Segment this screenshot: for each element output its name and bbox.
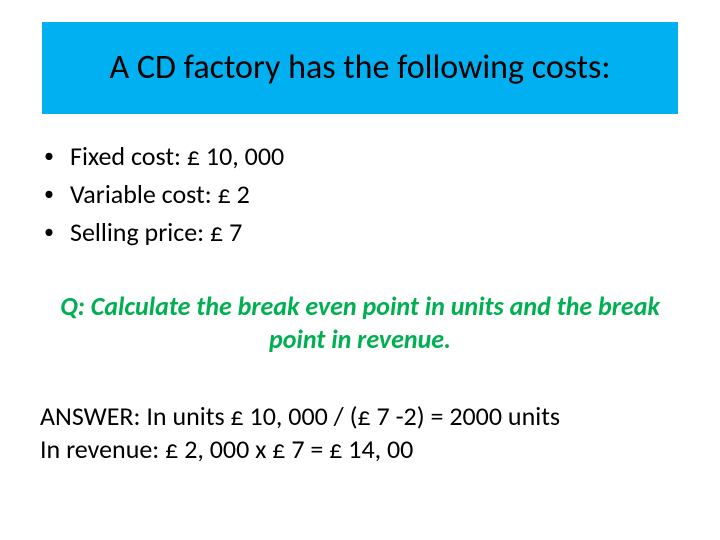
- list-item: • Fixed cost: £ 10, 000: [40, 140, 680, 172]
- list-item: • Variable cost: £ 2: [40, 178, 680, 210]
- question-text: Q: Calculate the break even point in uni…: [40, 290, 680, 355]
- title-band: A CD factory has the following costs:: [42, 22, 678, 114]
- bullet-list: • Fixed cost: £ 10, 000 • Variable cost:…: [40, 140, 680, 254]
- bullet-icon: •: [40, 216, 70, 248]
- slide: A CD factory has the following costs: • …: [0, 0, 720, 540]
- list-item: • Selling price: £ 7: [40, 216, 680, 248]
- bullet-text: Fixed cost: £ 10, 000: [70, 140, 284, 172]
- answer-block: ANSWER: In units £ 10, 000 / (£ 7 -2) = …: [40, 400, 680, 465]
- bullet-icon: •: [40, 178, 70, 210]
- bullet-text: Selling price: £ 7: [70, 216, 242, 248]
- bullet-icon: •: [40, 140, 70, 172]
- answer-line-2: In revenue: £ 2, 000 x £ 7 = £ 14, 00: [40, 433, 680, 466]
- answer-line-1: ANSWER: In units £ 10, 000 / (£ 7 -2) = …: [40, 400, 680, 433]
- bullet-text: Variable cost: £ 2: [70, 178, 250, 210]
- slide-title: A CD factory has the following costs:: [110, 49, 611, 86]
